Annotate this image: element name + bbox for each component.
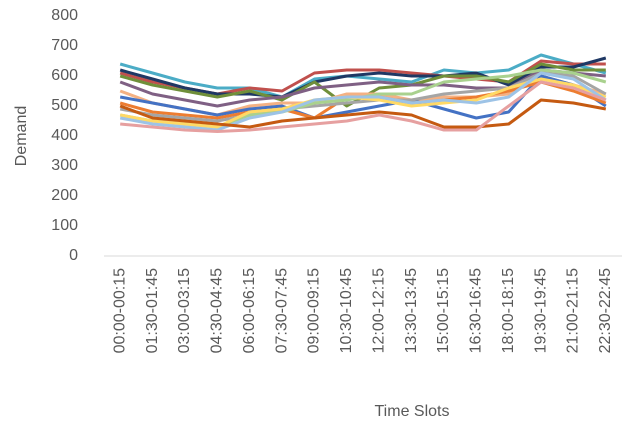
x-tick-label: 19:30-19:45 [532, 268, 549, 354]
y-tick-label: 200 [51, 187, 78, 204]
series-line [119, 53, 607, 99]
y-tick-label: 100 [51, 217, 78, 234]
y-tick-label: 500 [51, 97, 78, 114]
y-tick-label: 0 [69, 247, 78, 264]
y-tick-label: 800 [51, 7, 78, 24]
x-tick-label: 06:00-06:15 [241, 268, 258, 354]
x-tick-label: 15:00-15:15 [435, 268, 452, 354]
x-tick-label: 10:30-10:45 [338, 268, 355, 354]
y-tick-label: 700 [51, 37, 78, 54]
x-tick-label: 04:30-04:45 [209, 268, 226, 354]
series-line [119, 98, 607, 129]
x-axis-title: Time Slots [375, 403, 450, 420]
series-line [119, 71, 607, 132]
x-tick-label: 21:00-21:15 [565, 268, 582, 354]
x-tick-label: 22:30-22:45 [597, 268, 614, 354]
y-tick-label: 400 [51, 127, 78, 144]
y-axis-title: Demand [13, 106, 30, 166]
x-tick-label: 12:00-12:15 [370, 268, 387, 354]
series-line [120, 80, 607, 133]
x-tick-label: 00:00-00:15 [111, 268, 128, 354]
y-tick-label: 300 [51, 157, 78, 174]
x-tick-label: 18:00-18:15 [500, 268, 517, 354]
x-tick-label: 07:30-07:45 [273, 268, 290, 354]
x-tick-label: 13:30-13:45 [403, 268, 420, 354]
series-line [119, 71, 607, 123]
x-tick-label: 03:00-03:15 [176, 268, 193, 354]
x-tick-label: 09:00-09:15 [306, 268, 323, 354]
y-tick-label: 600 [51, 67, 78, 84]
x-tick-label: 01:30-01:45 [144, 268, 161, 354]
series-line [119, 56, 607, 99]
x-tick-label: 16:30-16:45 [468, 268, 485, 354]
